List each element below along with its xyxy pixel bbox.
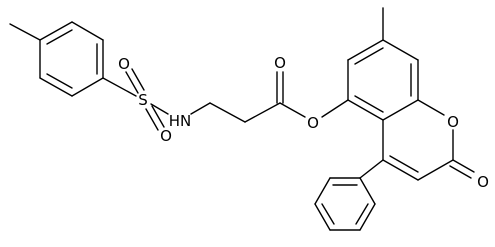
atom-label: HN	[169, 112, 192, 130]
atom-labels: S O O HN O O O O	[118, 54, 489, 191]
bonds	[9, 7, 475, 231]
atom-label: S	[138, 91, 148, 109]
atom-label: O	[160, 127, 172, 145]
atom-label: O	[447, 113, 459, 131]
atom-label: O	[477, 173, 489, 191]
atom-label: O	[118, 55, 130, 73]
atom-label: O	[307, 114, 319, 132]
atom-label: O	[274, 54, 286, 72]
